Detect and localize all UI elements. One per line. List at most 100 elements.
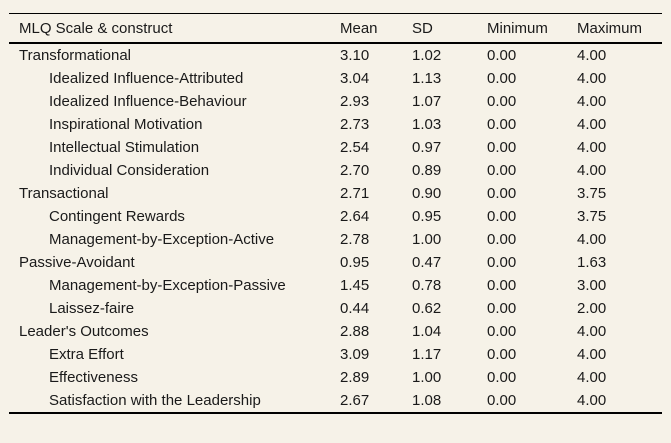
table-row: Extra Effort 3.09 1.17 0.00 4.00 — [9, 343, 662, 366]
maximum-value: 4.00 — [577, 93, 607, 110]
table-row: Laissez-faire 0.44 0.62 0.00 2.00 — [9, 297, 662, 320]
mean-value: 2.70 — [340, 162, 370, 179]
table-row: Management-by-Exception-Passive 1.45 0.78 0… — [9, 274, 662, 297]
maximum-value: 4.00 — [577, 162, 607, 179]
maximum-value: 1.63 — [577, 254, 607, 271]
mean-value: 2.54 — [340, 139, 370, 156]
minimum-value: 0.00 — [487, 47, 517, 64]
sd-value: 1.07 — [412, 93, 442, 110]
minimum-value: 0.00 — [487, 323, 517, 340]
mean-value: 2.93 — [340, 93, 370, 110]
minimum-value: 0.00 — [487, 70, 517, 87]
maximum-value: 4.00 — [577, 231, 607, 248]
minimum-value: 0.00 — [487, 116, 517, 133]
mean-value: 0.95 — [340, 254, 370, 271]
mean-value: 3.09 — [340, 346, 370, 363]
minimum-value: 0.00 — [487, 369, 517, 386]
construct-label: Laissez-faire — [49, 300, 135, 317]
header-construct: MLQ Scale & construct — [19, 19, 173, 37]
minimum-value: 0.00 — [487, 139, 517, 156]
table-row: Intellectual Stimulation 2.54 0.97 0.00 4.00 — [9, 136, 662, 159]
table-row: Transactional 2.71 0.90 0.00 3.75 — [9, 182, 662, 205]
sd-value: 1.04 — [412, 323, 442, 340]
construct-label: Idealized Influence-Behaviour — [49, 93, 247, 110]
header-maximum: Maximum — [577, 19, 643, 37]
maximum-value: 4.00 — [577, 323, 607, 340]
maximum-value: 3.75 — [577, 208, 607, 225]
maximum-value: 3.75 — [577, 185, 607, 202]
minimum-value: 0.00 — [487, 231, 517, 248]
table-row: Contingent Rewards 2.64 0.95 0.00 3.75 — [9, 205, 662, 228]
table-row: Idealized Influence-Behaviour 2.93 1.07 0.0… — [9, 90, 662, 113]
mean-value: 2.64 — [340, 208, 370, 225]
construct-label: Idealized Influence-Attributed — [49, 70, 244, 87]
header-mean: Mean — [340, 19, 378, 37]
mean-value: 1.45 — [340, 277, 370, 294]
sd-value: 1.17 — [412, 346, 442, 363]
sd-value: 0.90 — [412, 185, 442, 202]
minimum-value: 0.00 — [487, 208, 517, 225]
minimum-value: 0.00 — [487, 346, 517, 363]
table-header-row: MLQ Scale & construct Mean SD Minimum Ma… — [9, 13, 662, 43]
sd-value: 0.97 — [412, 139, 442, 156]
construct-label: Management-by-Exception-Passive — [49, 277, 286, 294]
maximum-value: 4.00 — [577, 392, 607, 409]
sd-value: 1.00 — [412, 231, 442, 248]
maximum-value: 4.00 — [577, 116, 607, 133]
construct-label: Extra Effort — [49, 346, 124, 363]
construct-label: Individual Consideration — [49, 162, 210, 179]
mean-value: 2.73 — [340, 116, 370, 133]
maximum-value: 2.00 — [577, 300, 607, 317]
maximum-value: 4.00 — [577, 70, 607, 87]
construct-label: Satisfaction with the Leadership — [49, 392, 261, 409]
sd-value: 1.02 — [412, 47, 442, 64]
table-row: Effectiveness 2.89 1.00 0.00 4.00 — [9, 366, 662, 389]
sd-value: 0.95 — [412, 208, 442, 225]
sd-value: 0.89 — [412, 162, 442, 179]
minimum-value: 0.00 — [487, 277, 517, 294]
maximum-value: 4.00 — [577, 369, 607, 386]
header-minimum: Minimum — [487, 19, 548, 37]
sd-value: 0.78 — [412, 277, 442, 294]
minimum-value: 0.00 — [487, 185, 517, 202]
sd-value: 1.13 — [412, 70, 442, 87]
sd-value: 1.08 — [412, 392, 442, 409]
construct-label: Management-by-Exception-Active — [49, 231, 275, 248]
table-row: Inspirational Motivation 2.73 1.03 0.00 4.00 — [9, 113, 662, 136]
mean-value: 2.88 — [340, 323, 370, 340]
mean-value: 2.89 — [340, 369, 370, 386]
table-row: Satisfaction with the Leadership 2.67 1.08… — [9, 389, 662, 413]
mean-value: 2.78 — [340, 231, 370, 248]
table-body: Transformational 3.10 1.02 0.00 4.00 Idealize… — [9, 43, 662, 413]
minimum-value: 0.00 — [487, 93, 517, 110]
construct-label: Contingent Rewards — [49, 208, 185, 225]
mean-value: 0.44 — [340, 300, 370, 317]
construct-label: Passive-Avoidant — [19, 254, 135, 271]
maximum-value: 4.00 — [577, 139, 607, 156]
sd-value: 1.03 — [412, 116, 442, 133]
table-row: Idealized Influence-Attributed 3.04 1.13 0.… — [9, 67, 662, 90]
maximum-value: 4.00 — [577, 346, 607, 363]
table-row: Leader's Outcomes 2.88 1.04 0.00 4.00 — [9, 320, 662, 343]
table-row: Transformational 3.10 1.02 0.00 4.00 — [9, 43, 662, 67]
minimum-value: 0.00 — [487, 300, 517, 317]
mean-value: 3.10 — [340, 47, 370, 64]
sd-value: 0.62 — [412, 300, 442, 317]
construct-label: Transformational — [19, 47, 131, 64]
mlq-descriptive-statistics-table: MLQ Scale & construct Mean SD Minimum Ma… — [9, 13, 662, 414]
construct-label: Leader's Outcomes — [19, 323, 149, 340]
minimum-value: 0.00 — [487, 392, 517, 409]
minimum-value: 0.00 — [487, 254, 517, 271]
minimum-value: 0.00 — [487, 162, 517, 179]
mean-value: 2.71 — [340, 185, 370, 202]
table-row: Individual Consideration 2.70 0.89 0.00 4.00 — [9, 159, 662, 182]
statistics-table-container: MLQ Scale & construct Mean SD Minimum Ma… — [9, 13, 662, 414]
mean-value: 3.04 — [340, 70, 370, 87]
construct-label: Intellectual Stimulation — [49, 139, 200, 156]
mean-value: 2.67 — [340, 392, 370, 409]
sd-value: 0.47 — [412, 254, 442, 271]
maximum-value: 4.00 — [577, 47, 607, 64]
table-row: Passive-Avoidant 0.95 0.47 0.00 1.63 — [9, 251, 662, 274]
construct-label: Inspirational Motivation — [49, 116, 203, 133]
construct-label: Effectiveness — [49, 369, 138, 386]
